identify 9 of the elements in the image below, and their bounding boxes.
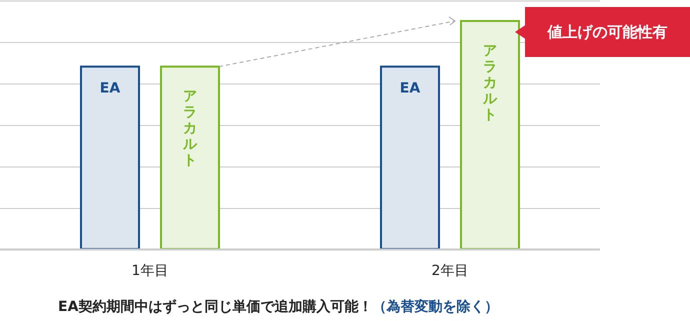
x-tick-label: 2年目 bbox=[432, 262, 468, 279]
annotation: 値上げの可能性有 bbox=[548, 22, 668, 42]
text: EA契約期間中はずっと同じ単価で追加購入可能！ bbox=[58, 299, 372, 315]
text: EA bbox=[400, 80, 420, 97]
text: アラカルト bbox=[183, 88, 197, 169]
series-label: EA bbox=[100, 80, 120, 97]
series-label: アラカルト bbox=[482, 42, 498, 123]
text: （為替変動を除く） bbox=[372, 299, 498, 315]
x-tick-label: 1年目 bbox=[132, 262, 168, 279]
